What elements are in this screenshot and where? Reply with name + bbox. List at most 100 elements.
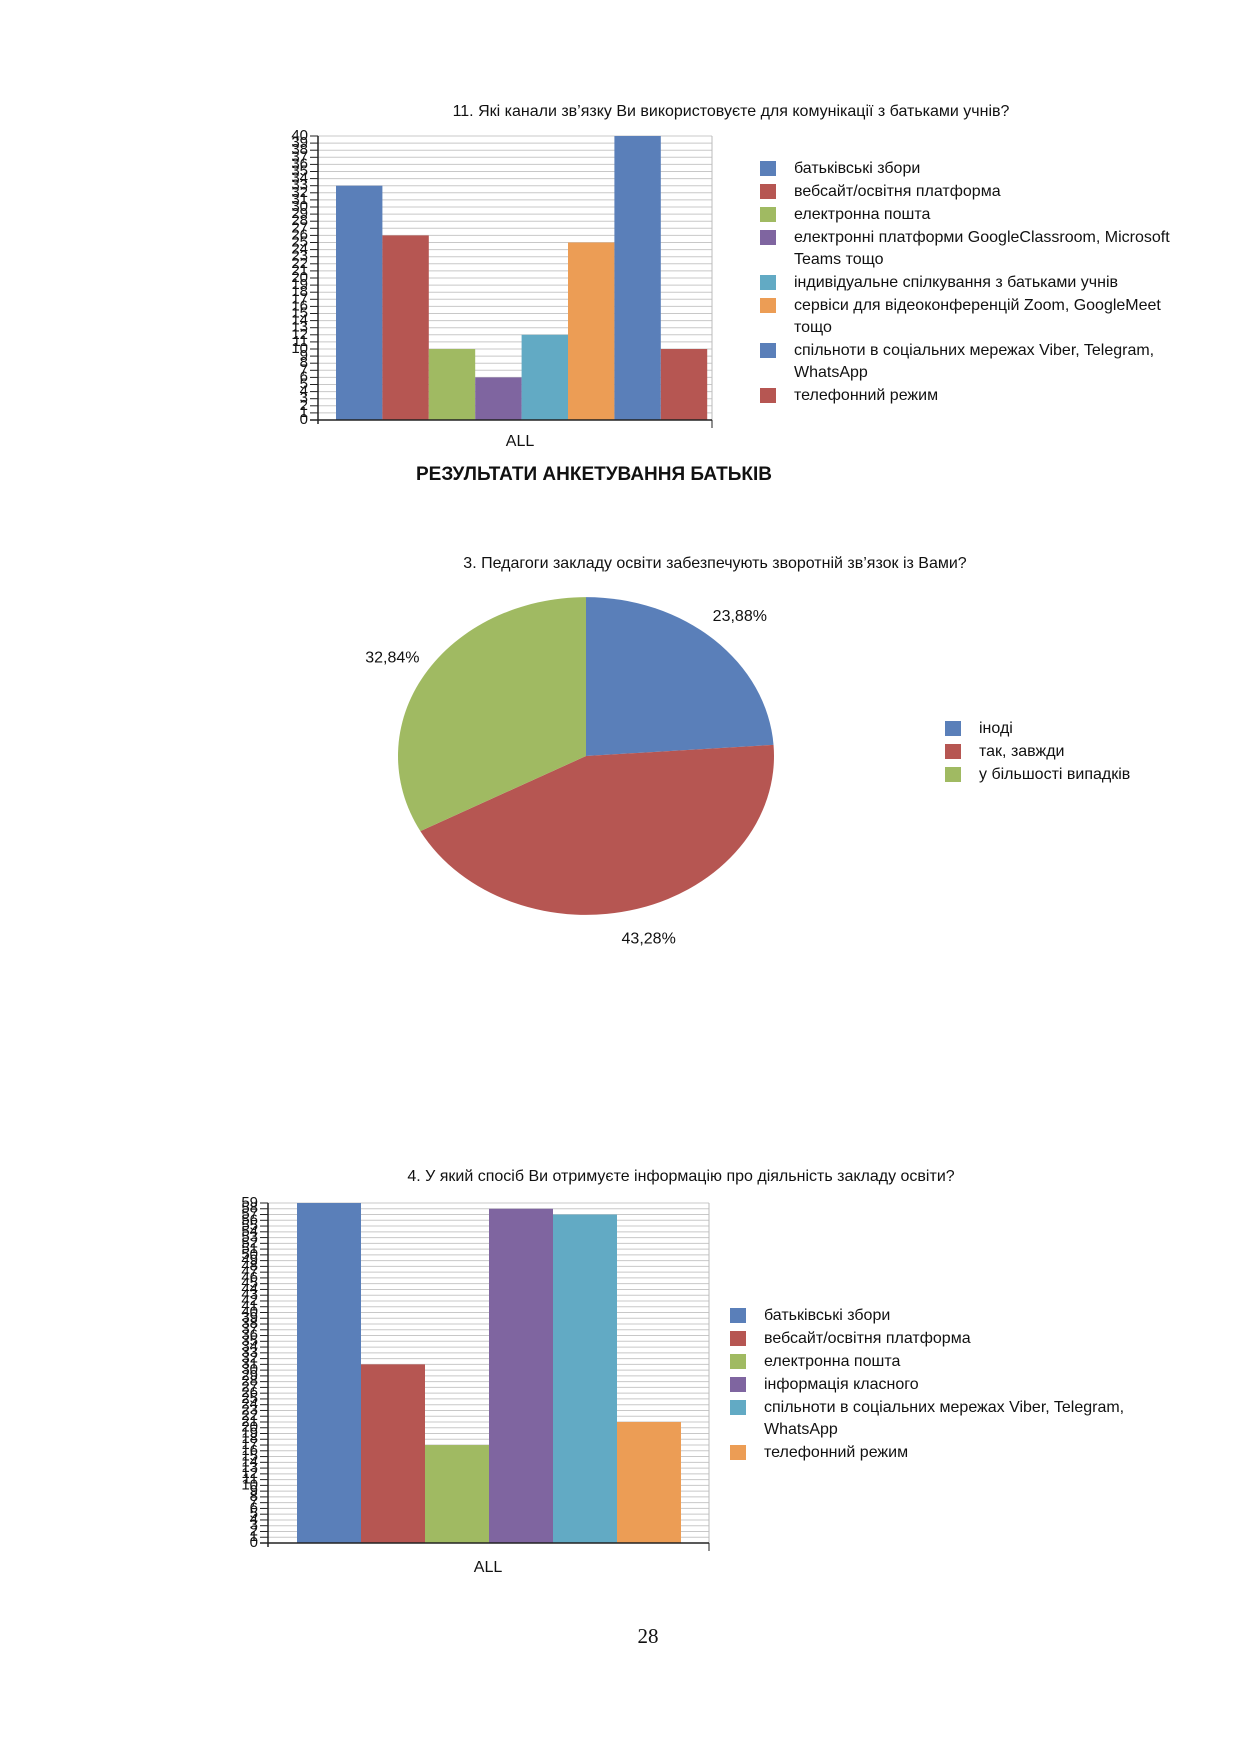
y-tick-label: 34 [241,1338,258,1355]
y-tick-label: 36 [291,155,308,172]
legend-swatch [760,298,776,313]
y-tick-label: 1 [250,1528,258,1545]
y-tick-label: 45 [241,1275,258,1292]
bar [521,334,568,420]
y-tick-label: 34 [291,170,308,187]
legend-item: іноді [945,718,1205,740]
y-tick-label: 5 [300,375,308,392]
legend-item: батьківські збори [760,158,1180,180]
legend-item: сервіси для відеоконференцій Zoom, Googl… [760,295,1180,339]
bar [614,136,661,420]
y-tick-label: 26 [241,1384,258,1401]
y-tick-label: 46 [241,1269,258,1286]
y-tick-label: 26 [291,226,308,243]
y-tick-label: 32 [241,1350,258,1367]
y-tick-label: 55 [241,1217,258,1234]
y-tick-label: 7 [250,1494,258,1511]
y-tick-label: 21 [241,1413,258,1430]
y-tick-label: 22 [241,1407,258,1424]
legend-item: вебсайт/освітня платформа [760,181,1180,203]
legend: батьківські збори вебсайт/освітня платфор… [730,1305,1170,1465]
y-tick-label: 31 [241,1355,258,1372]
legend-swatch [730,1400,746,1415]
y-tick-label: 11 [242,1471,258,1488]
y-tick-label: 19 [241,1424,258,1441]
y-tick-label: 10 [291,340,308,357]
y-tick-label: 38 [291,141,308,158]
data-label: 43,28% [622,930,676,947]
pie-slice [586,597,774,756]
legend-item: електронна пошта [760,204,1180,226]
y-tick-label: 37 [291,148,308,165]
x-tick-label: ALL [506,433,535,450]
y-tick-label: 20 [291,269,308,286]
y-tick-label: 6 [300,368,308,385]
y-tick-label: 42 [241,1292,258,1309]
legend-swatch [945,744,961,759]
legend-label: спільноти в соціальних мережах Viber, Te… [794,342,1155,381]
bar [568,242,615,420]
legend-swatch [760,388,776,403]
legend-item: спільноти в соціальних мережах Viber, Te… [730,1397,1170,1441]
legend-label: батьківські збори [794,160,921,177]
pie-slice [397,597,586,832]
y-tick-label: 44 [241,1280,258,1297]
y-tick-label: 5 [250,1505,258,1522]
y-tick-label: 4 [250,1511,258,1528]
y-tick-label: 59 [241,1194,258,1211]
y-tick-label: 35 [241,1332,258,1349]
legend-label: у більшості випадків [979,766,1131,783]
y-tick-label: 32 [291,184,308,201]
y-tick-label: 37 [241,1321,258,1338]
y-tick-label: 39 [241,1309,258,1326]
y-tick-label: 24 [241,1396,258,1413]
y-tick-label: 19 [291,276,308,293]
y-tick-label: 53 [241,1229,258,1246]
y-tick-label: 31 [291,191,308,208]
chart-title: 4. У який спосіб Ви отримуєте інформацію… [407,1168,954,1185]
y-tick-label: 10 [241,1476,258,1493]
legend-swatch [760,161,776,176]
y-tick-label: 13 [241,1459,258,1476]
legend-swatch [730,1445,746,1460]
y-tick-label: 33 [241,1344,258,1361]
y-tick-label: 9 [300,347,308,364]
y-tick-label: 3 [250,1517,258,1534]
bar [489,1208,553,1543]
bar [475,377,522,420]
bar [382,235,429,420]
x-tick-label: ALL [474,1559,503,1576]
y-tick-label: 41 [241,1298,258,1315]
y-tick-label: 35 [291,162,308,179]
legend-swatch [760,343,776,358]
y-tick-label: 47 [241,1263,258,1280]
y-tick-label: 22 [291,255,308,272]
y-tick-label: 9 [250,1482,258,1499]
y-tick-label: 12 [291,326,308,343]
legend-label: електронна пошта [794,206,931,223]
y-tick-label: 2 [250,1522,258,1539]
legend-label: телефонний режим [794,387,939,404]
y-tick-label: 51 [241,1240,258,1257]
y-tick-label: 38 [241,1315,258,1332]
y-tick-label: 8 [300,354,308,371]
legend-swatch [730,1331,746,1346]
legend-swatch [730,1354,746,1369]
legend-swatch [730,1308,746,1323]
data-label: 32,84% [365,649,419,666]
legend-item: батьківські збори [730,1305,1170,1327]
legend-item: у більшості випадків [945,764,1205,786]
chart-title: 11. Які канали зв’язку Ви використовуєте… [453,103,1010,120]
y-tick-label: 20 [241,1419,258,1436]
y-tick-label: 15 [241,1448,258,1465]
y-tick-label: 58 [241,1200,258,1217]
legend-swatch [730,1377,746,1392]
y-tick-label: 27 [241,1378,258,1395]
legend-item: телефонний режим [730,1442,1170,1464]
bar [553,1214,617,1543]
y-tick-label: 40 [291,127,308,144]
legend-label: так, завжди [979,743,1065,760]
legend-label: телефонний режим [764,1444,909,1461]
bar [297,1203,361,1543]
y-tick-label: 15 [291,304,308,321]
